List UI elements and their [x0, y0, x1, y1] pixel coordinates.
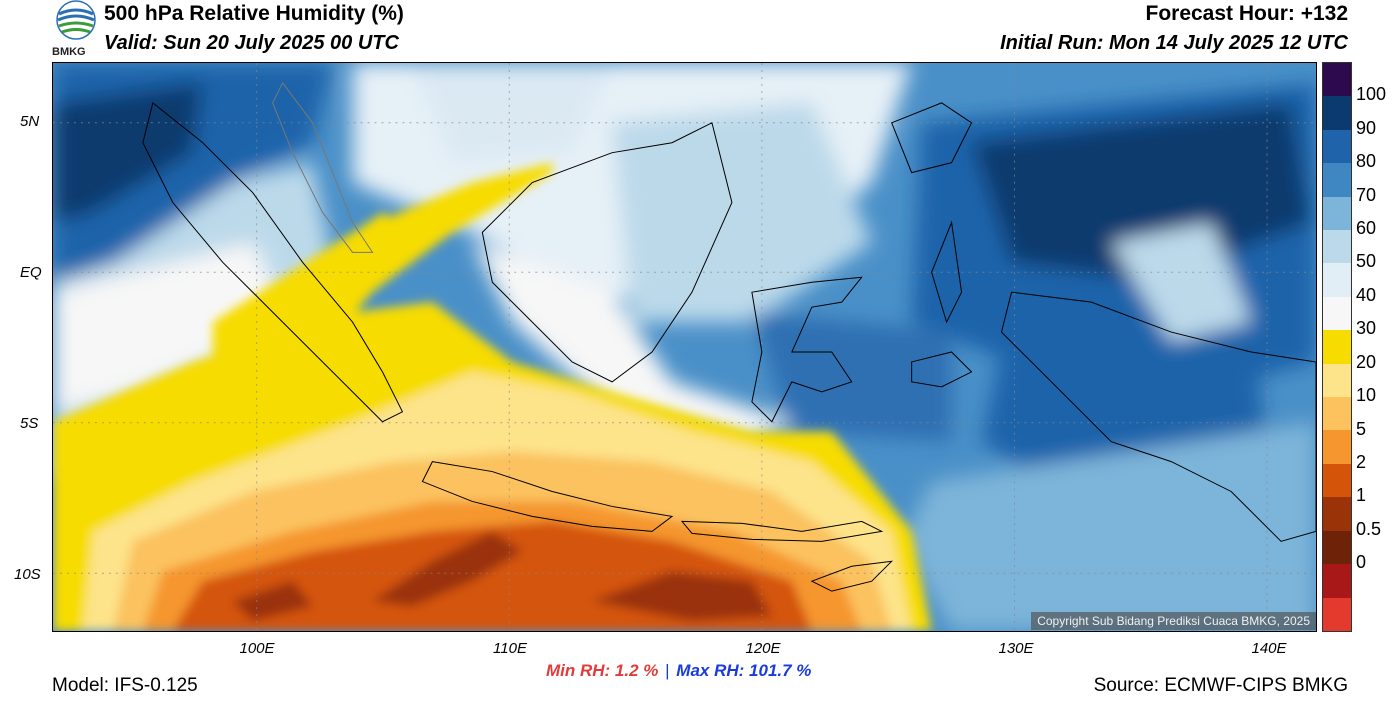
colorbar-label: 0.5 [1356, 518, 1382, 539]
graticule [53, 63, 1316, 631]
colorbar-swatch [1323, 564, 1351, 598]
colorbar-label: 10 [1356, 385, 1377, 406]
colorbar-label: 20 [1356, 351, 1377, 372]
colorbar-swatch [1323, 196, 1351, 231]
valid-time: Valid: Sun 20 July 2025 00 UTC [104, 32, 399, 54]
humidity-map [52, 62, 1317, 632]
colorbar-swatch [1323, 497, 1351, 531]
colorbar-swatch [1323, 530, 1351, 565]
colorbar [1322, 62, 1352, 632]
map-title: 500 hPa Relative Humidity (%) [104, 2, 404, 25]
lon-label-130e: 130E [998, 640, 1034, 657]
lon-label-100e: 100E [239, 640, 275, 657]
colorbar-swatch [1323, 430, 1351, 464]
colorbar-swatch [1323, 129, 1351, 164]
colorbar-label: 40 [1356, 284, 1377, 305]
colorbar-swatch [1323, 330, 1351, 364]
colorbar-label: 1 [1356, 485, 1367, 506]
lat-label-5n: 5N [20, 113, 40, 130]
colorbar-swatch [1323, 397, 1351, 431]
colorbar-swatch [1323, 96, 1351, 130]
colorbar-swatch [1323, 363, 1351, 398]
colorbar-label: 90 [1356, 117, 1377, 138]
lat-label-10s: 10S [14, 566, 41, 583]
colorbar-label: 2 [1356, 451, 1367, 472]
colorbar-swatch [1323, 597, 1351, 631]
colorbar-swatch [1323, 296, 1351, 331]
colorbar-label: 100 [1356, 84, 1387, 105]
colorbar-label: 5 [1356, 418, 1367, 439]
colorbar-swatch [1323, 163, 1351, 197]
lon-label-120e: 120E [745, 640, 781, 657]
lon-label-110e: 110E [493, 640, 527, 657]
colorbar-swatch [1323, 63, 1351, 97]
colorbar-label: 0 [1356, 552, 1367, 573]
colorbar-label: 50 [1356, 251, 1377, 272]
colorbar-swatch [1323, 463, 1351, 498]
stats-separator: | [665, 661, 670, 680]
colorbar-label: 60 [1356, 218, 1377, 239]
lon-label-140e: 140E [1251, 640, 1287, 657]
colorbar-swatch [1323, 230, 1351, 264]
colorbar-swatch [1323, 263, 1351, 297]
bmkg-logo-icon [56, 0, 96, 40]
max-rh: Max RH: 101.7 % [676, 661, 812, 680]
colorbar-label: 30 [1356, 318, 1377, 339]
logo-text: BMKG [52, 46, 86, 58]
copyright-note: Copyright Sub Bidang Prediksi Cuaca BMKG… [1031, 612, 1316, 630]
forecast-hour: Forecast Hour: +132 [1145, 2, 1349, 25]
lat-label-eq: EQ [20, 264, 42, 281]
colorbar-label: 70 [1356, 184, 1377, 205]
source-label: Source: ECMWF-CIPS BMKG [1093, 675, 1348, 696]
model-label: Model: IFS-0.125 [52, 675, 198, 696]
coastlines [142, 81, 1316, 592]
initial-run: Initial Run: Mon 14 July 2025 12 UTC [1000, 32, 1348, 54]
lat-label-5s: 5S [20, 415, 39, 432]
min-rh: Min RH: 1.2 % [546, 661, 659, 680]
rh-stats: Min RH: 1.2 % | Max RH: 101.7 % [546, 661, 811, 681]
colorbar-label: 80 [1356, 151, 1377, 172]
